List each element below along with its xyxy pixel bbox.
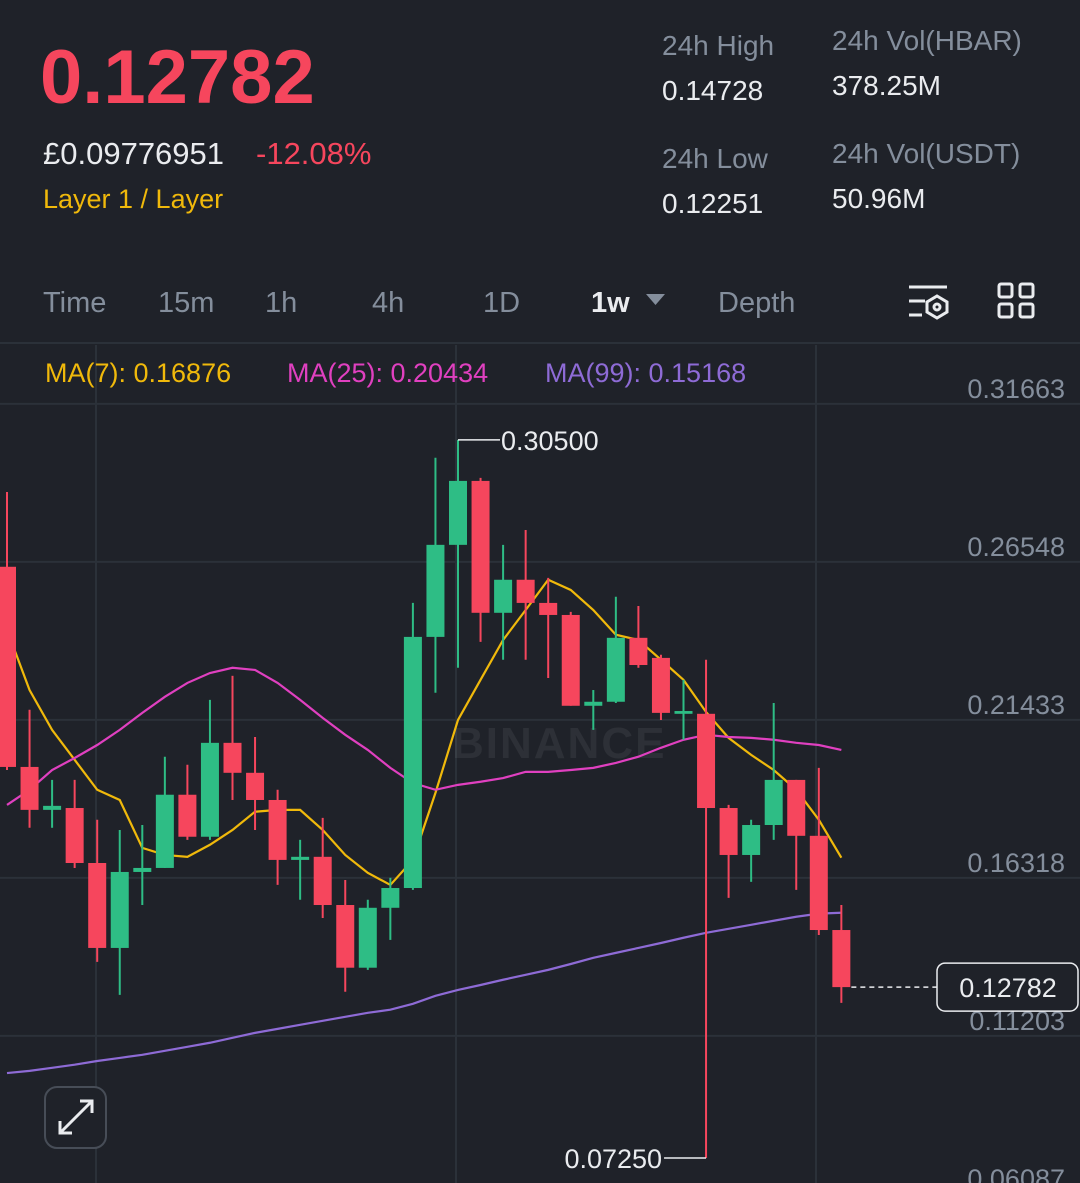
price-change: -12.08% <box>256 136 371 171</box>
fiat-price: £0.09776951 <box>43 136 224 171</box>
candle-body <box>809 835 828 931</box>
candle-body <box>471 480 490 613</box>
candle-body <box>43 805 62 810</box>
candle-body <box>742 825 761 855</box>
y-tick-label: 0.16318 <box>967 848 1065 878</box>
tab[interactable]: 15m <box>158 287 214 319</box>
candle-body <box>787 779 806 836</box>
candle-body <box>223 742 242 773</box>
legend-entry: MA(25): 0.20434 <box>287 358 488 388</box>
tab[interactable]: Time <box>43 287 106 319</box>
stat-label: 24h High <box>662 30 774 61</box>
high-label: 0.30500 <box>501 426 599 456</box>
stat-label: 24h Vol(USDT) <box>832 138 1020 169</box>
y-tick-label: 0.31663 <box>967 374 1065 404</box>
watermark: BINANCE <box>452 719 666 768</box>
last-price-box <box>936 962 1079 1012</box>
candle-body <box>110 871 129 948</box>
tab[interactable]: 1h <box>265 287 297 319</box>
candle-body <box>697 713 716 809</box>
candle-body <box>426 544 445 637</box>
candle-body <box>336 905 355 968</box>
interval-tabs: Time 15m 1h 4h 1D 1w Depth <box>43 287 795 319</box>
last-price: 0.12782 <box>40 35 315 120</box>
stat-value: 0.12251 <box>662 188 763 219</box>
tab[interactable]: Depth <box>718 287 795 319</box>
candle-body <box>584 701 603 706</box>
candle-body <box>629 637 648 666</box>
expand-icon <box>58 1099 94 1135</box>
candle-body <box>65 808 84 863</box>
low-label: 0.07250 <box>564 1144 662 1174</box>
candle-body <box>88 862 107 948</box>
candle-body <box>651 657 670 713</box>
candle-body <box>291 856 310 860</box>
stat-value: 50.96M <box>832 183 925 214</box>
candle-body <box>832 930 851 988</box>
tab-selected[interactable]: 1w <box>591 287 630 319</box>
candle-body <box>0 566 16 767</box>
candle-body <box>719 808 738 855</box>
candle-body <box>494 579 513 613</box>
candle-body <box>133 867 152 872</box>
stat-label: 24h Low <box>662 143 769 174</box>
candle-body <box>449 480 467 545</box>
candle-body <box>313 856 332 906</box>
dropdown-arrow[interactable] <box>646 294 665 305</box>
tab[interactable]: 1D <box>483 287 520 319</box>
stat-label: 24h Vol(HBAR) <box>832 25 1022 56</box>
ma-line <box>5 578 843 887</box>
candle-body <box>268 799 287 860</box>
candle-body <box>200 742 219 837</box>
candle-body <box>20 766 39 810</box>
category-link[interactable]: Layer 1 / Layer <box>43 184 223 214</box>
legend-entry: MA(99): 0.15168 <box>545 358 746 388</box>
candle-body <box>246 772 265 800</box>
candle-body <box>358 907 377 968</box>
layout-icon[interactable] <box>997 282 1035 319</box>
y-tick-label: 0.26548 <box>967 532 1065 562</box>
legend-entry: MA(7): 0.16876 <box>45 358 231 388</box>
last-price-label: 0.12782 <box>959 973 1057 1003</box>
tab[interactable]: 4h <box>372 287 404 319</box>
candle-body <box>516 579 535 603</box>
stat-value: 0.14728 <box>662 75 763 106</box>
candle-body <box>674 711 693 714</box>
y-tick-label: 0.21433 <box>967 690 1065 720</box>
candle-body <box>155 794 174 868</box>
candle-body <box>561 614 580 706</box>
settings-icon[interactable] <box>909 285 949 320</box>
stat-value: 378.25M <box>832 70 941 101</box>
candle-body <box>764 779 783 826</box>
chart: BINANCE 0.30500 0.07250 0.31663 0.26548 0.214… <box>0 358 1080 1183</box>
ma-line <box>6 911 842 1075</box>
candle-body <box>606 637 625 702</box>
candle-body <box>381 888 400 908</box>
candle-body <box>403 636 422 889</box>
y-tick-label: 0.06087 <box>967 1164 1065 1183</box>
candle-body <box>539 602 558 615</box>
candle-body <box>178 794 197 837</box>
